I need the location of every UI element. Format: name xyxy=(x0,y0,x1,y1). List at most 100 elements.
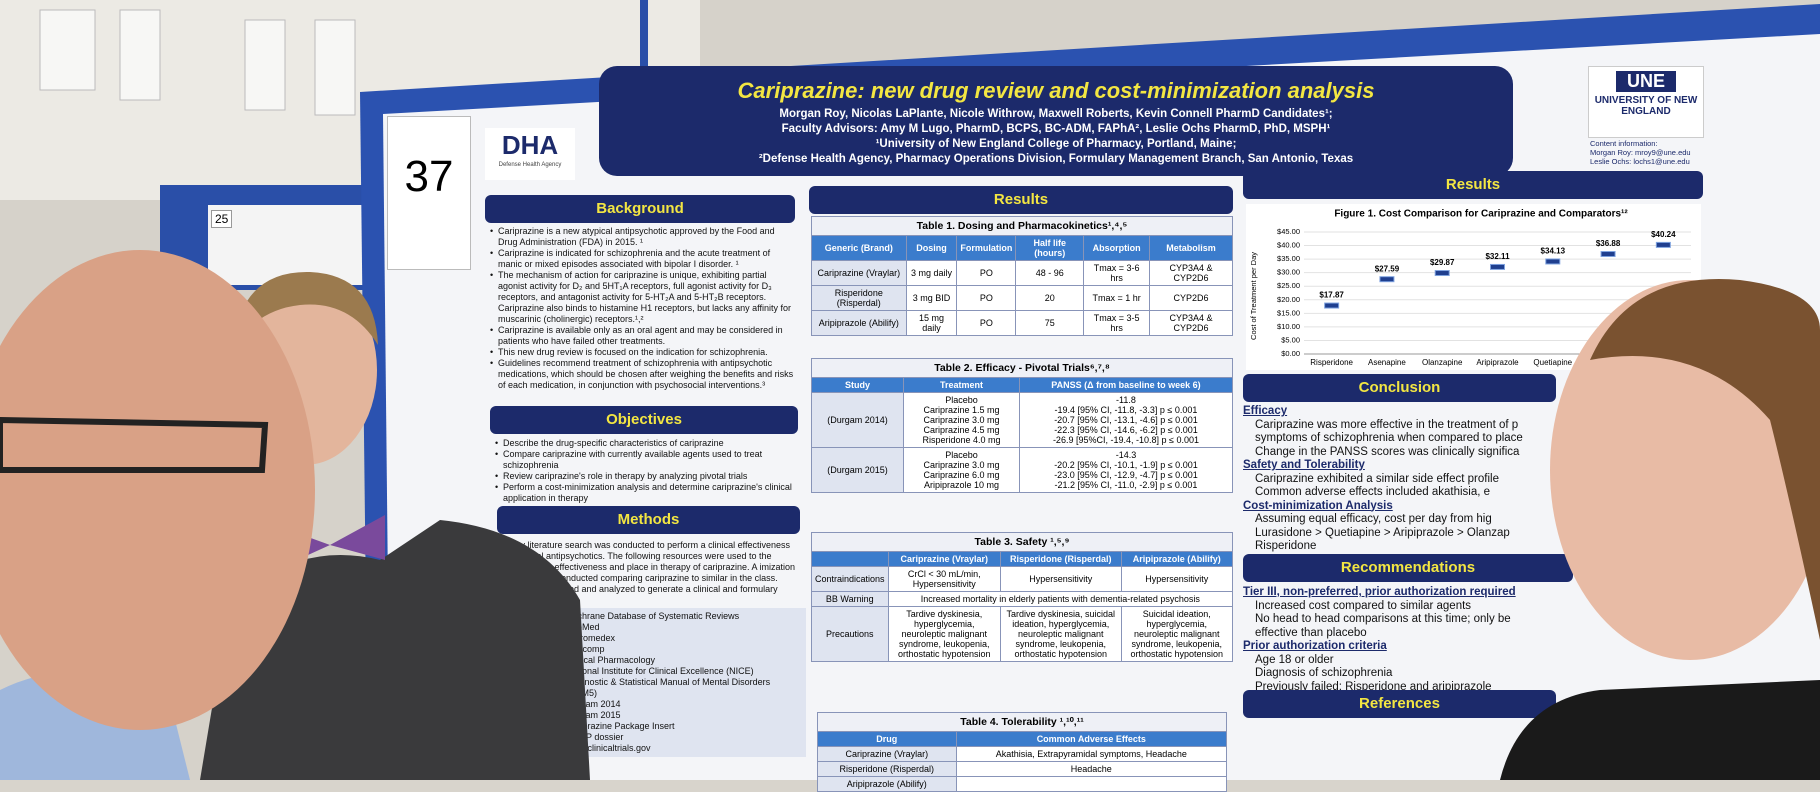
list-item: This new drug review is focused on the i… xyxy=(490,347,795,358)
value-label: $27.59 xyxy=(1375,264,1400,273)
group-item: symptoms of schizophrenia when compared … xyxy=(1255,432,1523,444)
list-item: Cariprazine Package Insert xyxy=(558,721,803,732)
section-heading: Recommendations xyxy=(1243,554,1573,582)
table-cell: CrCl < 30 mL/min, Hypersensitivity xyxy=(887,566,1001,592)
table-row: Risperidone (Risperdal) Headache xyxy=(817,761,1228,777)
table: Table 1. Dosing and Pharmacokinetics¹,⁴,… xyxy=(811,216,1233,336)
table-header-cell: Common Adverse Effects xyxy=(955,731,1228,747)
list-item: Durgam 2015 xyxy=(558,710,803,721)
list-item: AMCP dossier xyxy=(558,732,803,743)
window xyxy=(39,9,96,91)
y-tick-label: $30.00 xyxy=(1277,268,1300,277)
table-caption: Table 2. Efficacy - Pivotal Trials⁶,⁷,⁸ xyxy=(811,358,1233,377)
contact: Content information: Morgan Roy: mroy9@un… xyxy=(1590,139,1691,166)
cost-marker xyxy=(1655,241,1671,248)
window xyxy=(314,19,356,116)
section-heading: Results xyxy=(1243,171,1703,199)
y-axis-title: Cost of Treatment per Day xyxy=(1249,252,1258,340)
table-header-cell: Treatment xyxy=(903,377,1020,393)
poster-number: 37 xyxy=(387,116,471,270)
cost-marker xyxy=(1379,276,1395,283)
table-header-cell: Formulation xyxy=(956,235,1017,261)
group-item: Common adverse effects included akathisi… xyxy=(1255,486,1491,498)
group-title: Cost-minimization Analysis xyxy=(1243,499,1393,512)
header-line: Faculty Advisors: Amy M Lugo, PharmD, BC… xyxy=(781,123,1331,135)
y-tick-label: $25.00 xyxy=(1277,281,1300,290)
table-cell: Hypersensitivity xyxy=(999,566,1122,592)
group-item: Previously failed: Risperidone and aripi… xyxy=(1255,680,1492,693)
list-item: Diagnostic & Statistical Manual of Menta… xyxy=(558,677,803,699)
table-cell: PO xyxy=(956,310,1017,336)
table-cell: Tmax = 1 hr xyxy=(1083,285,1151,311)
y-tick-label: $45.00 xyxy=(1277,227,1300,236)
table-cell: 20 xyxy=(1015,285,1085,311)
table-header-row: Generic (Brand) Dosing Formulation Half lif… xyxy=(811,235,1233,261)
group-title: Safety and Tolerability xyxy=(1243,459,1365,471)
table-cell: Risperidone (Risperdal) xyxy=(817,761,957,777)
table-cell: CYP3A4 & CYP2D6 xyxy=(1149,310,1233,336)
x-tick-label: Asenapine xyxy=(1368,358,1406,367)
une-logo-abbr: UNE xyxy=(1616,71,1676,92)
section-heading: Results xyxy=(809,186,1233,214)
table-cell: Aripiprazole (Abilify) xyxy=(817,776,957,792)
section-heading: References xyxy=(1243,690,1556,718)
list-item: www.clinicaltrials.gov xyxy=(558,743,803,754)
table-header-row: Cariprazine (Vraylar) Risperidone (Risper… xyxy=(811,551,1234,567)
table-row: Cariprazine (Vraylar) Akathisia, Extrapyr… xyxy=(817,746,1228,762)
table-cell xyxy=(955,776,1228,792)
y-tick-label: $35.00 xyxy=(1277,254,1300,263)
x-tick-label: Olanzapine xyxy=(1422,358,1463,367)
table-cell: (Durgam 2015) xyxy=(810,447,905,493)
table-cell: Tmax = 3-5 hrs xyxy=(1083,310,1151,336)
group-item: Cariprazine was more effective in the tr… xyxy=(1255,418,1519,431)
cost-marker xyxy=(1324,302,1340,309)
table-header-row: Drug Common Adverse Effects xyxy=(817,731,1228,747)
table-cell: -14.3 -20.2 [95% CI, -10.1, -1.9] p ≤ 0.… xyxy=(1018,447,1234,493)
table-header-cell: Generic (Brand) xyxy=(811,235,907,261)
une-logo-name: UNIVERSITY OF NEW ENGLAND xyxy=(1594,95,1698,117)
group-item: Age 18 or older xyxy=(1255,653,1334,666)
y-tick-label: $15.00 xyxy=(1277,308,1300,317)
table-cell: Precautions xyxy=(811,606,889,662)
dha-logo: DHA Defense Health Agency xyxy=(485,128,575,180)
table-cell: Aripiprazole (Abilify) xyxy=(811,310,907,336)
value-label: $36.88 xyxy=(1596,239,1621,248)
table-grid: Drug Common Adverse Effects Cariprazine (V… xyxy=(817,731,1228,792)
value-label: $17.87 xyxy=(1319,291,1344,300)
cost-marker xyxy=(1490,263,1505,270)
value-label: $40.24 xyxy=(1651,230,1676,239)
y-tick-label: $5.00 xyxy=(1281,335,1300,344)
table-cell: Increased mortality in elderly patients … xyxy=(887,591,1234,607)
table-header-cell: Half life (hours) xyxy=(1015,235,1085,261)
side-poster-number: 25 xyxy=(211,210,233,228)
table-row: Aripiprazole (Abilify) xyxy=(817,776,1228,792)
table-cell: 48 - 96 xyxy=(1015,260,1085,286)
table-cell: Contraindications xyxy=(811,566,889,592)
table-cell: Akathisia, Extrapyramidal symptoms, Head… xyxy=(955,746,1228,762)
table-header-cell xyxy=(811,551,889,567)
list-item: Describe the drug-specific characteristi… xyxy=(495,438,795,449)
table-cell: Hypersensitivity xyxy=(1120,566,1234,592)
list-item: Review cariprazine's role in therapy by … xyxy=(495,471,795,482)
table-header-cell: Risperidone (Risperdal) xyxy=(999,551,1122,567)
table-cell: -11.8 -19.4 [95% CI, -11.8, -3.3] p ≤ 0.… xyxy=(1018,392,1234,448)
group-title: Tier III, non-preferred, prior authoriza… xyxy=(1243,586,1516,598)
une-logo: UNE UNIVERSITY OF NEW ENGLAND xyxy=(1588,66,1704,138)
table-row: (Durgam 2015) Placebo Cariprazine 3.0 mg … xyxy=(810,447,1234,493)
group-item: Lurasidone > Quetiapine > Aripiprazole >… xyxy=(1255,526,1510,539)
window xyxy=(119,9,161,101)
table-cell: Tardive dyskinesia, hyperglycemia, neuro… xyxy=(887,606,1001,662)
chart-title: Figure 1. Cost Comparison for Cariprazin… xyxy=(1334,209,1628,220)
table-header-cell: Cariprazine (Vraylar) xyxy=(887,551,1001,567)
y-tick-label: $20.00 xyxy=(1277,295,1300,304)
table-cell: BB Warning xyxy=(811,591,889,607)
table-row: Precautions Tardive dyskinesia, hyperglyc… xyxy=(811,606,1234,662)
group-item: Assuming equal efficacy, cost per day fr… xyxy=(1255,513,1492,525)
x-tick-label: Risperidone xyxy=(1310,358,1353,367)
y-tick-label: $40.00 xyxy=(1277,241,1300,250)
poster-title: Cariprazine: new drug review and cost-mi… xyxy=(737,78,1375,103)
contact-line: Leslie Ochs: lochs1@une.edu xyxy=(1590,157,1690,166)
x-tick-label: Quetiapine xyxy=(1533,358,1572,367)
group-item: No head to head comparisons at this time… xyxy=(1255,613,1511,625)
